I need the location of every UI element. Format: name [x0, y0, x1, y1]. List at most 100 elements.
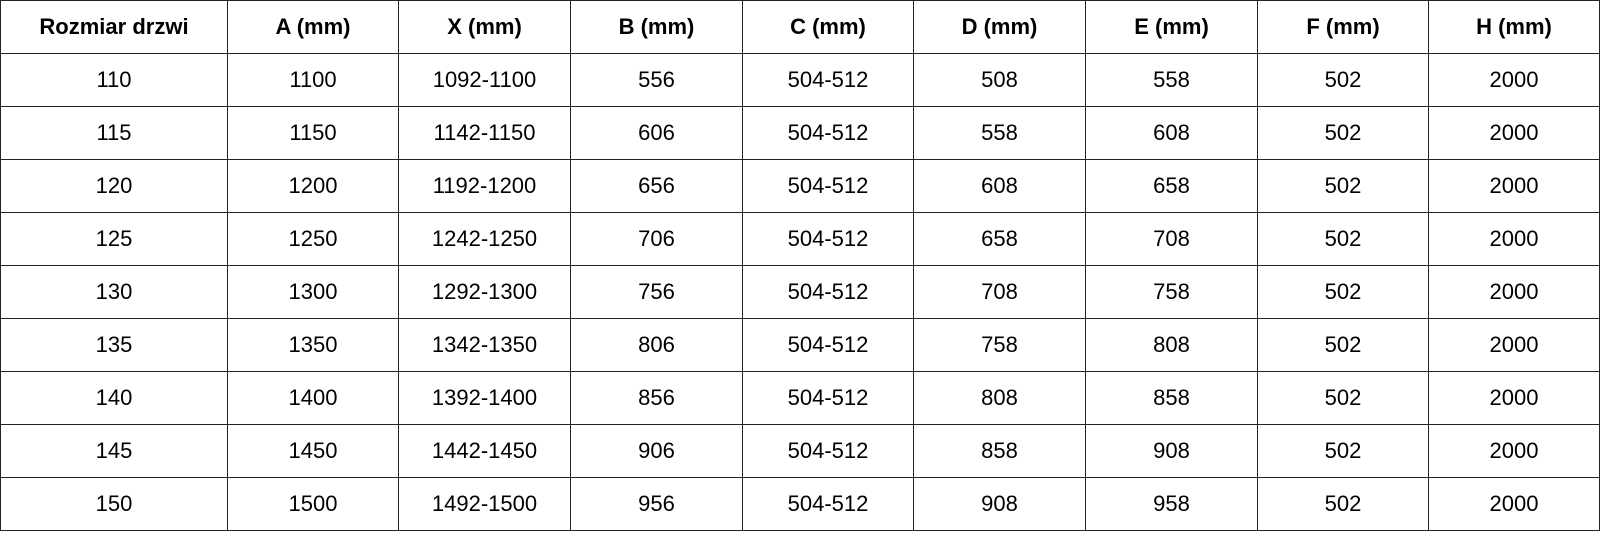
header-row: Rozmiar drzwi A (mm) X (mm) B (mm) C (mm) D (… — [0, 0, 1600, 54]
table-cell: 110 — [0, 53, 228, 107]
table-cell: 1142-1150 — [398, 106, 571, 160]
table-cell: 1342-1350 — [398, 318, 571, 372]
table-cell: 504-512 — [742, 371, 914, 425]
table-cell: 2000 — [1428, 159, 1600, 213]
table-cell: 130 — [0, 265, 228, 319]
table-cell: 1442-1450 — [398, 424, 571, 478]
table-cell: 502 — [1257, 159, 1429, 213]
table-cell: 1192-1200 — [398, 159, 571, 213]
table-cell: 658 — [913, 212, 1086, 266]
table-cell: 556 — [570, 53, 743, 107]
table-cell: 140 — [0, 371, 228, 425]
table-cell: 504-512 — [742, 106, 914, 160]
table-cell: 656 — [570, 159, 743, 213]
table-cell: 908 — [913, 477, 1086, 531]
table-row: 125 1250 1242-1250 706 504-512 658 708 502 2000 — [0, 212, 1600, 266]
table-cell: 1242-1250 — [398, 212, 571, 266]
table-cell: 145 — [0, 424, 228, 478]
table-cell: 706 — [570, 212, 743, 266]
table-cell: 504-512 — [742, 318, 914, 372]
table-cell: 150 — [0, 477, 228, 531]
table-cell: 2000 — [1428, 371, 1600, 425]
table-cell: 2000 — [1428, 212, 1600, 266]
table-row: 130 1300 1292-1300 756 504-512 708 758 502 2000 — [0, 265, 1600, 319]
table-cell: 2000 — [1428, 106, 1600, 160]
table-cell: 908 — [1085, 424, 1258, 478]
table-cell: 608 — [1085, 106, 1258, 160]
table-cell: 502 — [1257, 318, 1429, 372]
table-cell: 2000 — [1428, 318, 1600, 372]
table-cell: 758 — [1085, 265, 1258, 319]
table-cell: 856 — [570, 371, 743, 425]
table-cell: 1200 — [227, 159, 399, 213]
table-cell: 504-512 — [742, 212, 914, 266]
table-cell: 858 — [1085, 371, 1258, 425]
table-cell: 504-512 — [742, 477, 914, 531]
table-cell: 606 — [570, 106, 743, 160]
table-cell: 558 — [913, 106, 1086, 160]
column-header: H (mm) — [1428, 0, 1600, 54]
column-header: C (mm) — [742, 0, 914, 54]
table-cell: 502 — [1257, 265, 1429, 319]
table-cell: 504-512 — [742, 424, 914, 478]
table-cell: 1450 — [227, 424, 399, 478]
table-cell: 708 — [1085, 212, 1258, 266]
column-header: X (mm) — [398, 0, 571, 54]
table-cell: 2000 — [1428, 265, 1600, 319]
table-cell: 504-512 — [742, 159, 914, 213]
table-cell: 758 — [913, 318, 1086, 372]
table-cell: 1092-1100 — [398, 53, 571, 107]
table-cell: 2000 — [1428, 477, 1600, 531]
table-row: 150 1500 1492-1500 956 504-512 908 958 502 2000 — [0, 477, 1600, 531]
table-row: 110 1100 1092-1100 556 504-512 508 558 502 2000 — [0, 53, 1600, 107]
column-header: Rozmiar drzwi — [0, 0, 228, 54]
table-cell: 120 — [0, 159, 228, 213]
table-row: 140 1400 1392-1400 856 504-512 808 858 502 2000 — [0, 371, 1600, 425]
table-cell: 1300 — [227, 265, 399, 319]
table-row: 115 1150 1142-1150 606 504-512 558 608 502 2000 — [0, 106, 1600, 160]
table-cell: 808 — [1085, 318, 1258, 372]
table-cell: 502 — [1257, 424, 1429, 478]
column-header: D (mm) — [913, 0, 1086, 54]
table-cell: 808 — [913, 371, 1086, 425]
table-cell: 115 — [0, 106, 228, 160]
table-cell: 508 — [913, 53, 1086, 107]
column-header: B (mm) — [570, 0, 743, 54]
table-cell: 1350 — [227, 318, 399, 372]
table-cell: 756 — [570, 265, 743, 319]
table-row: 120 1200 1192-1200 656 504-512 608 658 502 2000 — [0, 159, 1600, 213]
table-cell: 658 — [1085, 159, 1258, 213]
table-cell: 504-512 — [742, 53, 914, 107]
table-cell: 125 — [0, 212, 228, 266]
table-cell: 504-512 — [742, 265, 914, 319]
table-cell: 1500 — [227, 477, 399, 531]
table-cell: 502 — [1257, 106, 1429, 160]
table-cell: 1392-1400 — [398, 371, 571, 425]
table-cell: 502 — [1257, 477, 1429, 531]
table-cell: 608 — [913, 159, 1086, 213]
table-cell: 1292-1300 — [398, 265, 571, 319]
table-cell: 858 — [913, 424, 1086, 478]
table-row: 135 1350 1342-1350 806 504-512 758 808 502 2000 — [0, 318, 1600, 372]
table-cell: 2000 — [1428, 424, 1600, 478]
table-cell: 1492-1500 — [398, 477, 571, 531]
table-cell: 135 — [0, 318, 228, 372]
table-cell: 956 — [570, 477, 743, 531]
table-cell: 2000 — [1428, 53, 1600, 107]
table-cell: 1400 — [227, 371, 399, 425]
table-cell: 502 — [1257, 53, 1429, 107]
column-header: E (mm) — [1085, 0, 1258, 54]
table-cell: 958 — [1085, 477, 1258, 531]
table-cell: 708 — [913, 265, 1086, 319]
table-row: 145 1450 1442-1450 906 504-512 858 908 502 2000 — [0, 424, 1600, 478]
table-cell: 502 — [1257, 212, 1429, 266]
table-cell: 1100 — [227, 53, 399, 107]
table-cell: 806 — [570, 318, 743, 372]
table-cell: 502 — [1257, 371, 1429, 425]
table-cell: 1250 — [227, 212, 399, 266]
column-header: F (mm) — [1257, 0, 1429, 54]
table-cell: 1150 — [227, 106, 399, 160]
table-cell: 558 — [1085, 53, 1258, 107]
column-header: A (mm) — [227, 0, 399, 54]
